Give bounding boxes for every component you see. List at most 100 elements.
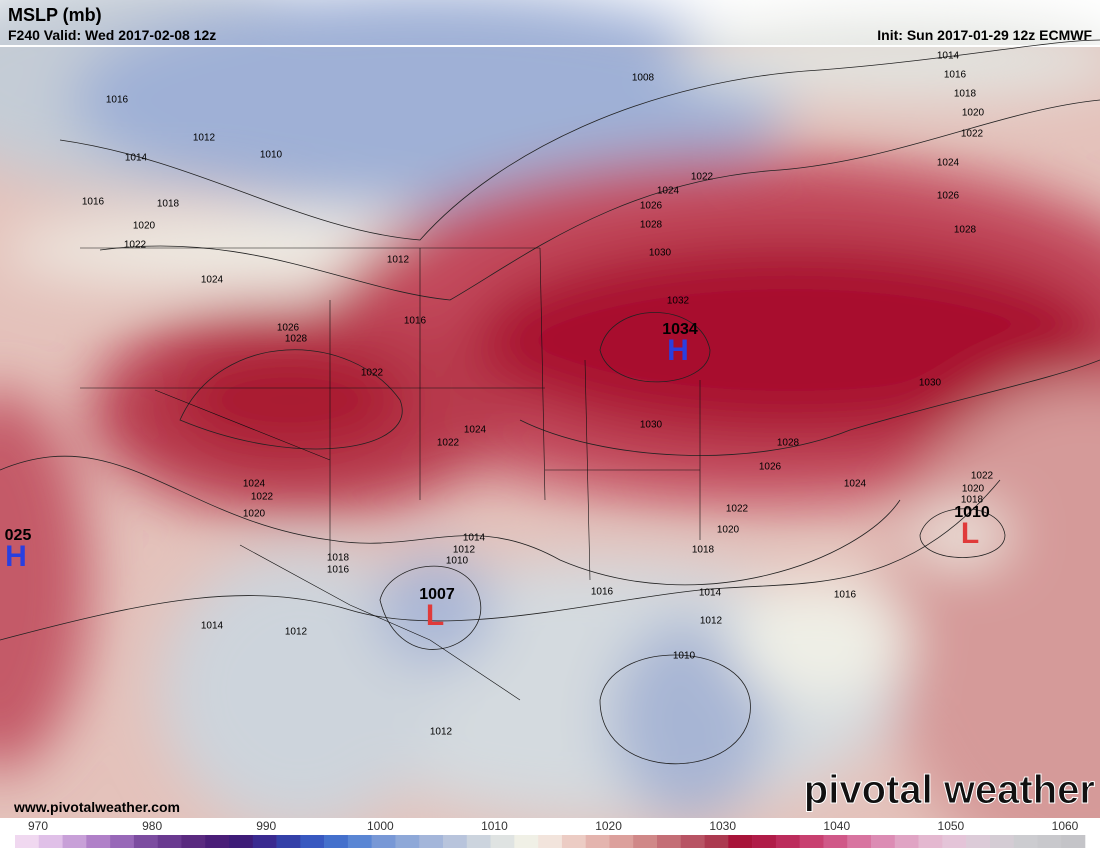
colorbar-swatch xyxy=(1061,835,1086,848)
colorbar-swatch xyxy=(1013,835,1038,848)
contour-label: 1012 xyxy=(453,545,476,556)
contour-label: 1024 xyxy=(201,275,224,286)
contour-lines xyxy=(0,39,1100,765)
colorbar-swatch xyxy=(799,835,824,848)
center-value: 025 xyxy=(5,527,32,544)
colorbar-swatch xyxy=(538,835,563,848)
contour-label: 1012 xyxy=(700,616,723,627)
colorbar-swatch xyxy=(775,835,800,848)
colorbar-swatch xyxy=(347,835,372,848)
colorbar-swatch xyxy=(514,835,539,848)
contour-labels: 1008101410161018102010221024102610281016… xyxy=(82,51,994,738)
contour-label: 1016 xyxy=(327,565,350,576)
init-time: Init: Sun 2017-01-29 12z ECMWF xyxy=(877,27,1092,43)
colorbar-swatch xyxy=(466,835,491,848)
center-letter: H xyxy=(667,334,689,367)
contour-label: 1018 xyxy=(692,545,715,556)
colorbar-swatch xyxy=(371,835,396,848)
contour-label: 1024 xyxy=(243,479,266,490)
colorbar-swatch xyxy=(609,835,634,848)
contour-label: 1030 xyxy=(919,378,942,389)
center-value: 1034 xyxy=(662,321,698,338)
contour-label: 1028 xyxy=(285,334,308,345)
contour-label: 1012 xyxy=(430,727,453,738)
contour-label: 1030 xyxy=(640,420,663,431)
colorbar-swatch xyxy=(585,835,610,848)
colorbar-swatch xyxy=(205,835,230,848)
contour-label: 1014 xyxy=(125,153,148,164)
brand: pivotal weather xyxy=(804,768,1095,812)
colorbar-swatch xyxy=(133,835,158,848)
contour-label: 1024 xyxy=(657,186,680,197)
contour-label: 1022 xyxy=(124,240,147,251)
contour-label: 1032 xyxy=(667,296,690,307)
contour-label: 1022 xyxy=(691,172,714,183)
colorbar-swatch xyxy=(728,835,753,848)
colorbar-swatch xyxy=(918,835,943,848)
contour-label: 1012 xyxy=(193,133,216,144)
colorbar-label: 1060 xyxy=(1052,819,1079,833)
title: MSLP (mb) xyxy=(8,5,102,25)
colorbar-swatch xyxy=(157,835,182,848)
contour-label: 1010 xyxy=(260,150,283,161)
contour-label: 1010 xyxy=(673,651,696,662)
contour-label: 1020 xyxy=(962,484,985,495)
center-value: 1007 xyxy=(419,586,455,603)
contour-label: 1020 xyxy=(717,525,740,536)
contour-label: 1014 xyxy=(937,51,960,62)
contour-label: 1018 xyxy=(954,89,977,100)
colorbar-swatch xyxy=(871,835,896,848)
contour-label: 1018 xyxy=(157,199,180,210)
contour-label: 1018 xyxy=(961,495,984,506)
colorbar-swatch xyxy=(38,835,63,848)
center-letter: L xyxy=(426,599,444,632)
contour-label: 1028 xyxy=(954,225,977,236)
contour-label: 1022 xyxy=(251,492,274,503)
contour-label: 1016 xyxy=(591,587,614,598)
contour-label: 1020 xyxy=(243,509,266,520)
contour-label: 1026 xyxy=(277,323,300,334)
contour-label: 1016 xyxy=(82,197,105,208)
contour-label: 1024 xyxy=(844,479,867,490)
colorbar-swatch xyxy=(324,835,349,848)
colorbar-swatch xyxy=(181,835,206,848)
contour-label: 1022 xyxy=(726,504,749,515)
colorbar-swatch xyxy=(680,835,705,848)
contour-label: 1016 xyxy=(404,316,427,327)
contour-label: 1014 xyxy=(201,621,224,632)
colorbar-swatch xyxy=(252,835,277,848)
colorbar-label: 990 xyxy=(256,819,276,833)
contour-label: 1012 xyxy=(387,255,410,266)
contour-label: 1014 xyxy=(463,533,486,544)
colorbar-swatch xyxy=(966,835,991,848)
colorbar-swatch xyxy=(300,835,325,848)
colorbar-swatch xyxy=(86,835,111,848)
colorbar-swatch xyxy=(443,835,468,848)
center-letter: H xyxy=(5,540,27,573)
colorbar-swatch xyxy=(110,835,135,848)
contour-label: 1022 xyxy=(961,129,984,140)
colorbar-label: 980 xyxy=(142,819,162,833)
center-value: 1010 xyxy=(954,504,990,521)
colorbar-label: 1030 xyxy=(709,819,736,833)
contour-label: 1026 xyxy=(937,191,960,202)
colorbar-swatch xyxy=(276,835,301,848)
colorbar-swatch xyxy=(395,835,420,848)
contour-label: 1026 xyxy=(640,201,663,212)
colorbar-swatch xyxy=(15,835,40,848)
colorbar-swatch xyxy=(704,835,729,848)
contour-label: 1012 xyxy=(285,627,308,638)
colorbar-swatch xyxy=(633,835,658,848)
contour-label: 1016 xyxy=(834,590,857,601)
colorbar-swatch xyxy=(942,835,967,848)
valid-time: F240 Valid: Wed 2017-02-08 12z xyxy=(8,27,216,43)
colorbar-swatch xyxy=(989,835,1014,848)
colorbar-swatch xyxy=(847,835,872,848)
colorbar-swatch xyxy=(1037,835,1062,848)
colorbar-label: 1040 xyxy=(823,819,850,833)
colorbar-swatch xyxy=(229,835,254,848)
contour-label: 1030 xyxy=(649,248,672,259)
contour-label: 1022 xyxy=(971,471,994,482)
contour-label: 1008 xyxy=(632,73,655,84)
colorbar-swatch xyxy=(561,835,586,848)
